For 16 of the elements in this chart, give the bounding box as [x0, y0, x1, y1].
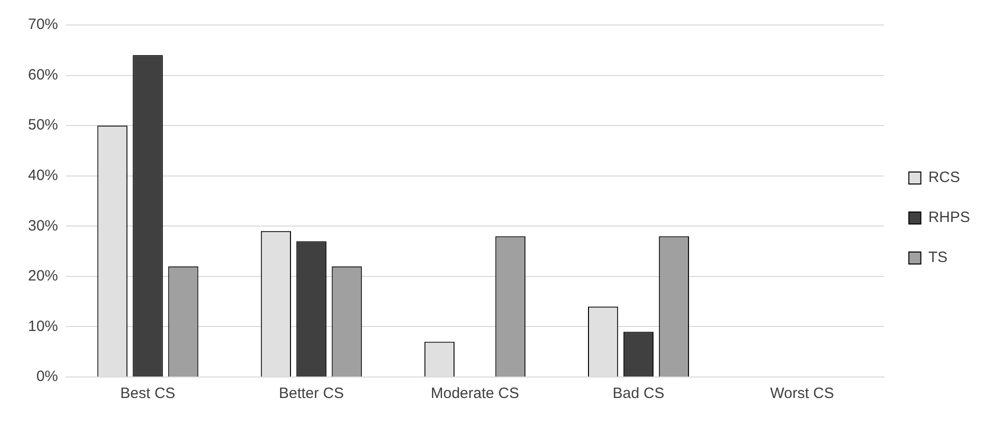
x-tick-label: Better CS — [278, 385, 344, 402]
y-tick-label: 70% — [28, 16, 58, 34]
y-tick-label: 30% — [28, 217, 58, 234]
y-tick-label: 60% — [28, 66, 58, 84]
y-tick-label: 50% — [28, 116, 58, 134]
x-tick-label: Moderate CS — [430, 385, 520, 402]
y-tick-label: 40% — [28, 167, 58, 184]
y-tick-label: 0% — [36, 368, 58, 386]
y-tick-label: 10% — [28, 318, 58, 335]
legend-label: RCS — [928, 169, 960, 186]
x-tick-label: Best CS — [120, 385, 176, 402]
y-tick-label: 20% — [28, 268, 58, 285]
legend-label: TS — [928, 249, 948, 266]
x-tick-label: Bad CS — [612, 385, 664, 402]
x-tick-label: Worst CS — [770, 385, 834, 402]
legend-label: RHPS — [928, 209, 970, 226]
